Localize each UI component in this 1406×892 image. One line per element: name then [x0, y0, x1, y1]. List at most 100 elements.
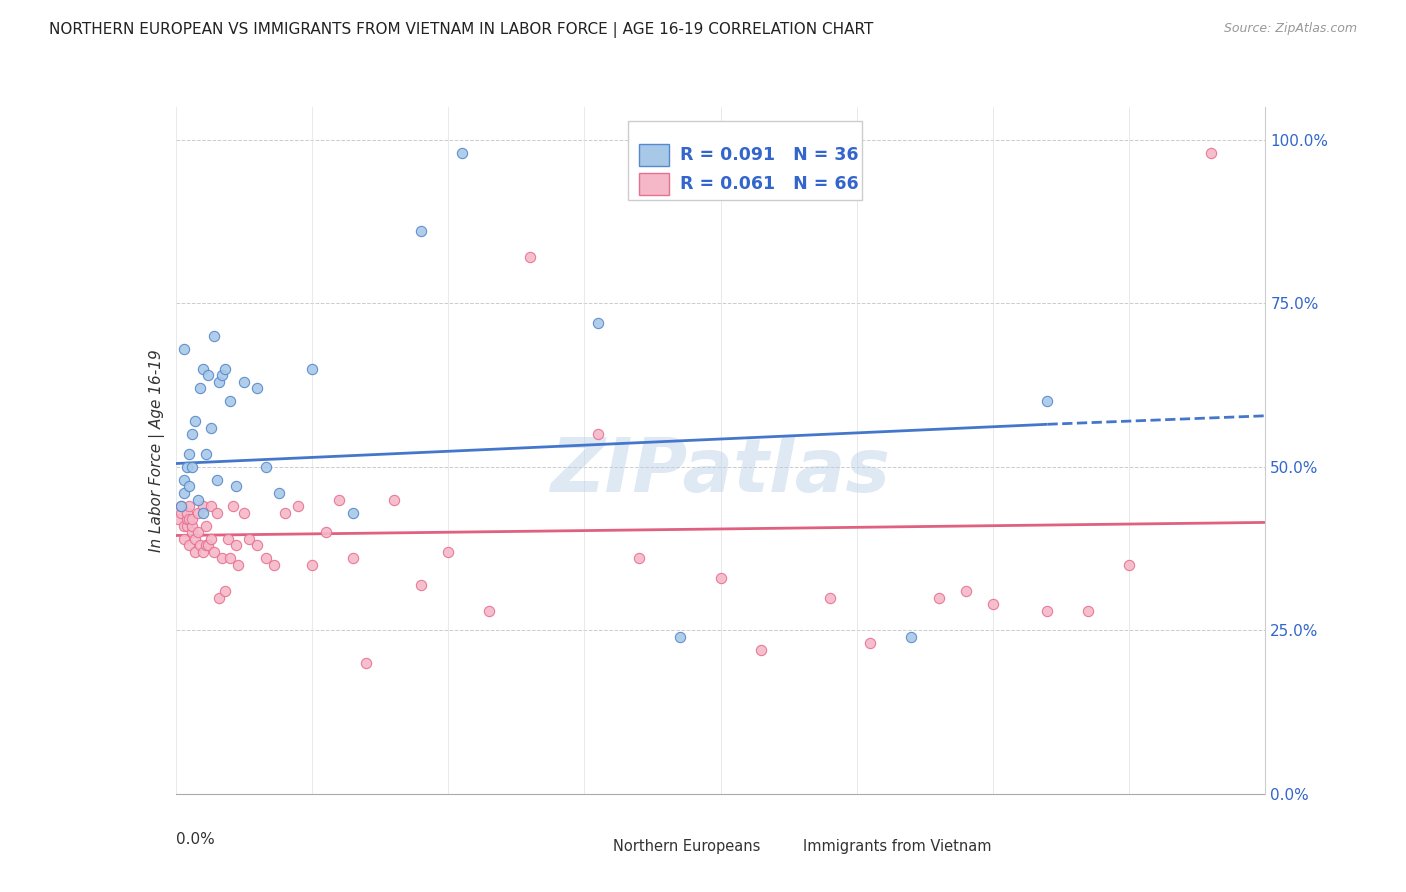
Point	[342, 506, 364, 520]
Point	[184, 532, 207, 546]
Point	[208, 591, 231, 605]
Point	[170, 506, 193, 520]
Point	[181, 518, 204, 533]
Point	[179, 447, 201, 461]
Point	[409, 577, 432, 591]
Point	[170, 499, 193, 513]
Point	[173, 342, 195, 356]
Point	[238, 532, 260, 546]
Point	[1036, 394, 1059, 409]
Point	[173, 532, 195, 546]
Point	[900, 630, 922, 644]
Point	[194, 447, 217, 461]
Point	[173, 486, 195, 500]
Point	[586, 316, 609, 330]
Text: Immigrants from Vietnam: Immigrants from Vietnam	[803, 838, 991, 854]
Point	[269, 486, 291, 500]
Point	[217, 532, 239, 546]
Point	[214, 584, 236, 599]
FancyBboxPatch shape	[574, 838, 605, 855]
Point	[301, 361, 323, 376]
Point	[437, 545, 460, 559]
Point	[186, 525, 209, 540]
Point	[478, 604, 501, 618]
Text: R = 0.091   N = 36: R = 0.091 N = 36	[681, 146, 859, 164]
Point	[225, 479, 247, 493]
Point	[668, 630, 690, 644]
Point	[981, 597, 1004, 611]
Point	[228, 558, 250, 572]
Point	[208, 375, 231, 389]
Point	[188, 381, 211, 395]
Point	[200, 420, 222, 434]
Point	[179, 499, 201, 513]
FancyBboxPatch shape	[628, 120, 862, 200]
FancyBboxPatch shape	[638, 173, 669, 195]
Point	[818, 591, 841, 605]
Point	[191, 545, 214, 559]
Point	[184, 545, 207, 559]
Point	[211, 551, 233, 566]
Point	[173, 518, 195, 533]
Point	[246, 381, 269, 395]
Point	[181, 459, 204, 474]
Text: Source: ZipAtlas.com: Source: ZipAtlas.com	[1223, 22, 1357, 36]
Point	[859, 636, 882, 650]
Point	[519, 251, 541, 265]
Point	[181, 525, 204, 540]
Point	[409, 224, 432, 238]
Point	[1199, 145, 1222, 160]
Point	[254, 551, 277, 566]
Point	[274, 506, 297, 520]
Point	[184, 414, 207, 428]
Point	[200, 532, 222, 546]
Point	[246, 538, 269, 552]
Point	[181, 427, 204, 442]
Point	[955, 584, 977, 599]
Point	[186, 506, 209, 520]
Point	[315, 525, 337, 540]
Point	[232, 375, 254, 389]
Point	[254, 459, 277, 474]
Point	[211, 368, 233, 383]
Point	[214, 361, 236, 376]
Point	[170, 499, 193, 513]
Point	[194, 538, 217, 552]
Point	[450, 145, 472, 160]
Text: R = 0.061   N = 66: R = 0.061 N = 66	[681, 175, 859, 193]
Point	[205, 473, 228, 487]
Point	[202, 329, 225, 343]
Text: 0.0%: 0.0%	[176, 831, 215, 847]
Point	[188, 538, 211, 552]
Point	[219, 394, 242, 409]
Point	[191, 499, 214, 513]
Point	[356, 656, 378, 670]
FancyBboxPatch shape	[765, 838, 794, 855]
Point	[328, 492, 350, 507]
Point	[191, 506, 214, 520]
Y-axis label: In Labor Force | Age 16-19: In Labor Force | Age 16-19	[149, 349, 165, 552]
Point	[382, 492, 405, 507]
Point	[1036, 604, 1059, 618]
Point	[197, 368, 219, 383]
Text: Northern Europeans: Northern Europeans	[613, 838, 761, 854]
Point	[1077, 604, 1099, 618]
Point	[176, 518, 198, 533]
Point	[197, 538, 219, 552]
Point	[179, 538, 201, 552]
Point	[173, 473, 195, 487]
Point	[928, 591, 950, 605]
Point	[627, 551, 650, 566]
Point	[586, 427, 609, 442]
Point	[751, 643, 773, 657]
Point	[181, 512, 204, 526]
Point	[232, 506, 254, 520]
Point	[191, 361, 214, 376]
Point	[194, 518, 217, 533]
Point	[287, 499, 309, 513]
Point	[202, 545, 225, 559]
FancyBboxPatch shape	[638, 145, 669, 166]
Point	[222, 499, 245, 513]
Point	[263, 558, 285, 572]
Point	[176, 506, 198, 520]
